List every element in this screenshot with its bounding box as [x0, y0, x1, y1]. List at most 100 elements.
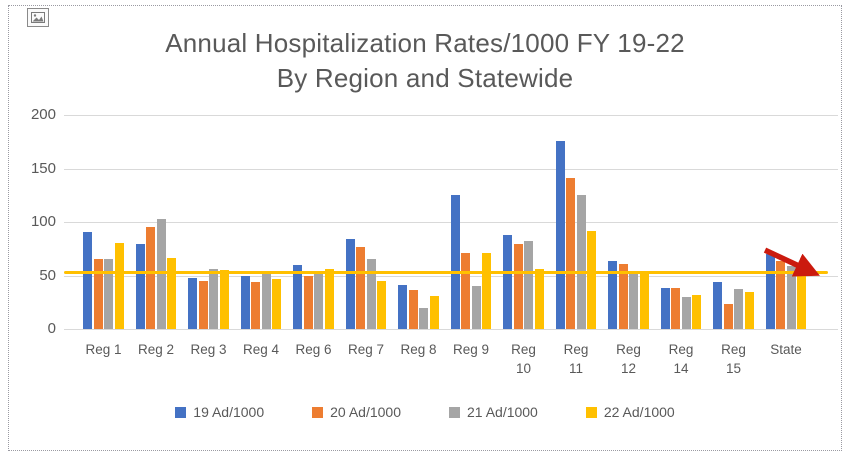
bar-19-ad-1000-reg-3: [188, 277, 198, 329]
x-axis-label-reg-7: Reg 7: [347, 342, 385, 357]
bar-20-ad-1000-reg-3: [198, 280, 208, 329]
bar-22-ad-1000-reg-11: [587, 230, 597, 329]
bar-group-reg-11: [550, 120, 603, 329]
bar-20-ad-1000-reg-15: [723, 304, 733, 329]
bar-21-ad-1000-state: [786, 265, 796, 329]
bar-20-ad-1000-reg-6: [303, 275, 313, 329]
legend-label: 19 Ad/1000: [193, 404, 265, 420]
trend-line: [64, 271, 828, 275]
legend-swatch-icon: [585, 406, 597, 418]
bar-21-ad-1000-reg-6: [314, 274, 324, 329]
x-axis-label-reg-15: Reg 15: [721, 342, 746, 376]
y-axis-tick-label: 200: [30, 106, 56, 123]
bar-21-ad-1000-reg-3: [209, 269, 219, 329]
bar-21-ad-1000-reg-8: [419, 307, 429, 329]
y-axis-tick-label: 0: [47, 320, 56, 337]
x-axis-label-reg-3: Reg 3: [190, 342, 227, 357]
bar-19-ad-1000-reg-12: [608, 260, 618, 329]
bar-19-ad-1000-reg-7: [345, 239, 355, 329]
chart-title-line1: Annual Hospitalization Rates/1000 FY 19-…: [165, 28, 685, 58]
bar-22-ad-1000-reg-14: [692, 294, 702, 329]
bar-21-ad-1000-reg-10: [524, 241, 534, 329]
bar-19-ad-1000-reg-14: [660, 288, 670, 329]
bar-22-ad-1000-reg-8: [429, 295, 439, 329]
bar-19-ad-1000-state: [765, 254, 775, 329]
legend-label: 22 Ad/1000: [603, 404, 675, 420]
chart-legend: 19 Ad/1000 20 Ad/1000 21 Ad/1000 22 Ad/1000: [0, 404, 850, 420]
bar-19-ad-1000-reg-1: [83, 231, 93, 329]
legend-label: 21 Ad/1000: [467, 404, 538, 420]
image-placeholder-icon[interactable]: [27, 8, 49, 27]
x-axis-label-reg-10: Reg 10: [511, 342, 536, 376]
bar-group-reg-14: [655, 120, 708, 329]
bar-20-ad-1000-reg-12: [618, 263, 628, 329]
bar-19-ad-1000-reg-11: [555, 140, 565, 329]
picture-glyph: [31, 12, 45, 23]
bar-20-ad-1000-reg-1: [93, 259, 103, 329]
bar-21-ad-1000-reg-14: [681, 296, 691, 329]
bar-22-ad-1000-reg-4: [272, 278, 282, 329]
bar-19-ad-1000-reg-9: [450, 195, 460, 329]
bar-20-ad-1000-reg-9: [461, 253, 471, 329]
bar-22-ad-1000-reg-15: [744, 291, 754, 329]
bar-19-ad-1000-reg-2: [135, 244, 145, 329]
bar-group-reg-10: [497, 120, 550, 329]
y-axis-tick-label: 100: [30, 213, 56, 230]
bar-group-reg-4: [235, 120, 288, 329]
bar-19-ad-1000-reg-6: [293, 264, 303, 329]
bar-22-ad-1000-reg-12: [639, 271, 649, 329]
gridline-y200: [64, 115, 838, 116]
legend-swatch-icon: [449, 406, 460, 418]
bar-21-ad-1000-reg-15: [734, 289, 744, 329]
bar-19-ad-1000-reg-10: [503, 234, 513, 329]
bar-21-ad-1000-reg-11: [576, 195, 586, 329]
x-axis-label-reg-12: Reg 12: [616, 342, 641, 376]
bar-22-ad-1000-reg-2: [167, 258, 177, 329]
bar-20-ad-1000-reg-10: [513, 244, 523, 329]
bar-group-reg-9: [445, 120, 498, 329]
bar-group-reg-15: [707, 120, 760, 329]
bar-group-state: [760, 120, 813, 329]
gridline-y0: [64, 329, 838, 330]
x-axis-label-reg-9: Reg 9: [452, 342, 490, 357]
bar-group-reg-12: [602, 120, 655, 329]
x-axis-label-reg-4: Reg 4: [242, 342, 280, 357]
legend-label: 20 Ad/1000: [330, 404, 401, 420]
bar-19-ad-1000-reg-8: [398, 285, 408, 329]
y-axis-tick-label: 150: [30, 159, 56, 177]
x-axis-label-state: State: [770, 342, 802, 357]
bar-22-ad-1000-state: [797, 270, 807, 329]
bar-20-ad-1000-reg-14: [671, 288, 681, 329]
legend-item-19-ad-1000: 19 Ad/1000: [175, 404, 264, 420]
bar-20-ad-1000-reg-2: [146, 227, 156, 329]
y-axis-tick-label: 50: [39, 266, 56, 284]
bar-22-ad-1000-reg-1: [114, 243, 124, 329]
bar-22-ad-1000-reg-9: [482, 253, 492, 329]
chart-title: Annual Hospitalization Rates/1000 FY 19-…: [60, 26, 790, 96]
x-axis-label-reg-2: Reg 2: [137, 342, 175, 357]
bar-21-ad-1000-reg-12: [629, 272, 639, 329]
bar-22-ad-1000-reg-3: [219, 270, 229, 329]
legend-item-20-ad-1000: 20 Ad/1000: [312, 404, 401, 420]
x-axis-label-reg-14: Reg 14: [668, 342, 694, 376]
bar-20-ad-1000-reg-11: [566, 178, 576, 329]
bar-20-ad-1000-reg-8: [408, 290, 418, 329]
x-axis-label-reg-6: Reg 6: [295, 342, 332, 357]
bar-group-reg-2: [130, 120, 183, 329]
bar-21-ad-1000-reg-1: [104, 259, 114, 329]
bar-group-reg-7: [340, 120, 393, 329]
legend-item-22-ad-1000: 22 Ad/1000: [585, 404, 675, 420]
chart-title-line2: By Region and Statewide: [276, 63, 574, 93]
bar-20-ad-1000-reg-4: [251, 281, 261, 329]
bar-22-ad-1000-reg-6: [324, 269, 334, 329]
bar-group-reg-3: [182, 120, 235, 329]
x-axis-label-reg-11: Reg 11: [563, 342, 589, 376]
bar-21-ad-1000-reg-4: [261, 274, 271, 329]
bar-19-ad-1000-reg-4: [240, 275, 250, 329]
x-axis-label-reg-1: Reg 1: [85, 342, 122, 357]
bar-22-ad-1000-reg-7: [377, 280, 387, 329]
legend-swatch-icon: [312, 406, 324, 418]
legend-item-21-ad-1000: 21 Ad/1000: [449, 404, 538, 420]
bar-22-ad-1000-reg-10: [534, 269, 544, 329]
